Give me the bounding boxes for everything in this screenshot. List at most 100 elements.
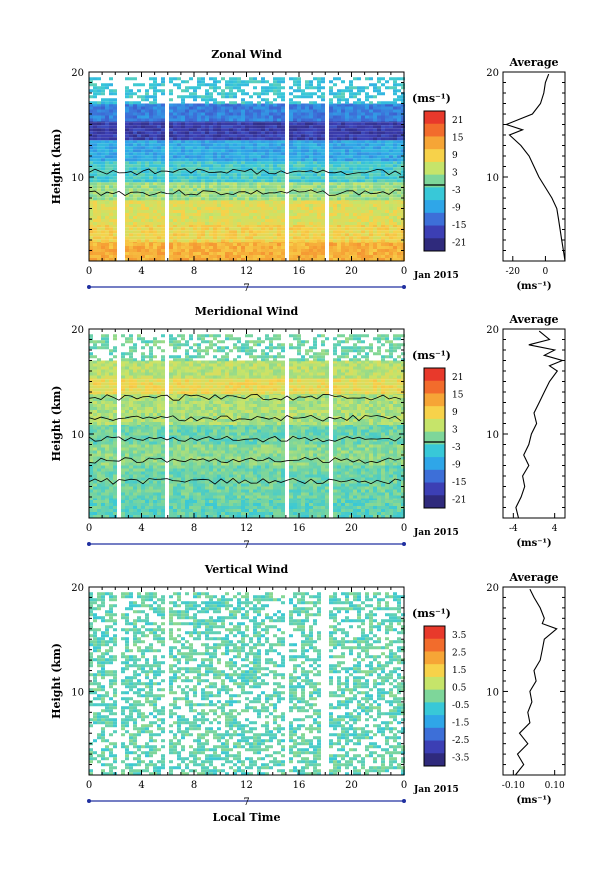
- heatmap-cell: [257, 191, 261, 195]
- heatmap-cell: [257, 149, 261, 153]
- heatmap-cell: [209, 152, 213, 156]
- heatmap-cell: [277, 503, 281, 506]
- heatmap-cell: [133, 249, 137, 252]
- heatmap-cell: [373, 204, 377, 207]
- heatmap-cell: [97, 89, 101, 93]
- heatmap-cell: [249, 146, 253, 150]
- heatmap-cell: [197, 83, 201, 87]
- heatmap-cell: [245, 233, 249, 237]
- heatmap-cell: [193, 179, 197, 183]
- heatmap-cell: [329, 194, 333, 198]
- heatmap-cell: [269, 230, 273, 234]
- heatmap-cell: [361, 158, 365, 162]
- heatmap-cell: [377, 128, 381, 132]
- heatmap-cell: [93, 258, 97, 261]
- heatmap-cell: [341, 112, 345, 116]
- heatmap-cell: [149, 118, 153, 122]
- heatmap-cell: [237, 182, 241, 186]
- heatmap-cell: [177, 95, 181, 99]
- heatmap-cell: [97, 128, 101, 132]
- heatmap-cell: [205, 201, 209, 204]
- heatmap-cell: [113, 227, 117, 231]
- heatmap-cell: [133, 503, 137, 506]
- heatmap-cell: [301, 134, 305, 138]
- heatmap-cell: [261, 210, 265, 213]
- heatmap-cell: [349, 185, 353, 189]
- heatmap-cell: [377, 161, 381, 165]
- heatmap-cell: [205, 98, 209, 102]
- heatmap-cell: [221, 222, 225, 225]
- heatmap-cell: [345, 500, 349, 503]
- heatmap-cell: [237, 134, 241, 138]
- heatmap-cell: [133, 161, 137, 165]
- heatmap-cell: [389, 134, 393, 138]
- heatmap-cell: [385, 249, 389, 252]
- heatmap-cell: [273, 92, 277, 96]
- heatmap-cell: [353, 258, 357, 261]
- heatmap-cell: [389, 109, 393, 113]
- heatmap-cell: [277, 128, 281, 132]
- heatmap-cell: [233, 185, 237, 189]
- heatmap-cell: [353, 95, 357, 99]
- heatmap-cell: [389, 204, 393, 207]
- heatmap-cell: [361, 128, 365, 132]
- heatmap-cell: [213, 115, 217, 119]
- heatmap-cell: [113, 103, 117, 107]
- heatmap-cell: [97, 213, 101, 216]
- heatmap-cell: [305, 170, 309, 174]
- heatmap-cell: [257, 140, 261, 144]
- heatmap-cell: [353, 167, 357, 171]
- heatmap-cell: [345, 207, 349, 210]
- y-axis-label: Height (km): [50, 129, 63, 205]
- heatmap-cell: [373, 252, 377, 255]
- heatmap-cell: [141, 125, 145, 129]
- heatmap-cell: [89, 258, 93, 261]
- heatmap-cell: [269, 197, 273, 201]
- heatmap-cell: [221, 77, 225, 81]
- heatmap-cell: [361, 149, 365, 153]
- heatmap-cell: [313, 143, 317, 147]
- heatmap-cell: [365, 176, 369, 180]
- heatmap-cell: [345, 103, 349, 107]
- heatmap-cell: [321, 103, 325, 107]
- heatmap-cell: [221, 115, 225, 119]
- heatmap-cell: [133, 164, 137, 168]
- heatmap-cell: [277, 210, 281, 213]
- heatmap-cell: [397, 252, 401, 255]
- colorbar-swatch: [424, 212, 445, 227]
- heatmap-cell: [353, 92, 357, 96]
- heatmap-cell: [313, 191, 317, 195]
- heatmap-cell: [273, 500, 277, 503]
- heatmap-cell: [385, 103, 389, 107]
- heatmap-cell: [225, 146, 229, 150]
- heatmap-cell: [237, 155, 241, 159]
- heatmap-cell: [301, 201, 305, 204]
- heatmap-cell: [245, 179, 249, 183]
- heatmap-cell: [333, 500, 337, 503]
- heatmap-cell: [93, 252, 97, 255]
- heatmap-cell: [233, 503, 237, 506]
- heatmap-cell: [189, 170, 193, 174]
- heatmap-cell: [317, 131, 321, 135]
- heatmap-cell: [105, 230, 109, 234]
- heatmap-cell: [245, 137, 249, 141]
- heatmap-cell: [205, 128, 209, 132]
- heatmap-cell: [101, 185, 105, 189]
- heatmap-cell: [253, 170, 257, 174]
- heatmap-cell: [381, 103, 385, 107]
- heatmap-cell: [133, 101, 137, 105]
- heatmap-cell: [101, 246, 105, 249]
- heatmap-cell: [141, 103, 145, 107]
- heatmap-cell: [269, 224, 273, 228]
- colorbar-unit: (ms⁻¹): [412, 92, 451, 105]
- heatmap-cell: [317, 149, 321, 153]
- heatmap-cell: [397, 146, 401, 150]
- heatmap-cell: [373, 233, 377, 237]
- heatmap-cell: [345, 191, 349, 195]
- heatmap-cell: [105, 106, 109, 110]
- heatmap-cell: [261, 89, 265, 93]
- heatmap-cell: [401, 134, 405, 138]
- heatmap-cell: [137, 500, 141, 503]
- heatmap-cell: [149, 146, 153, 150]
